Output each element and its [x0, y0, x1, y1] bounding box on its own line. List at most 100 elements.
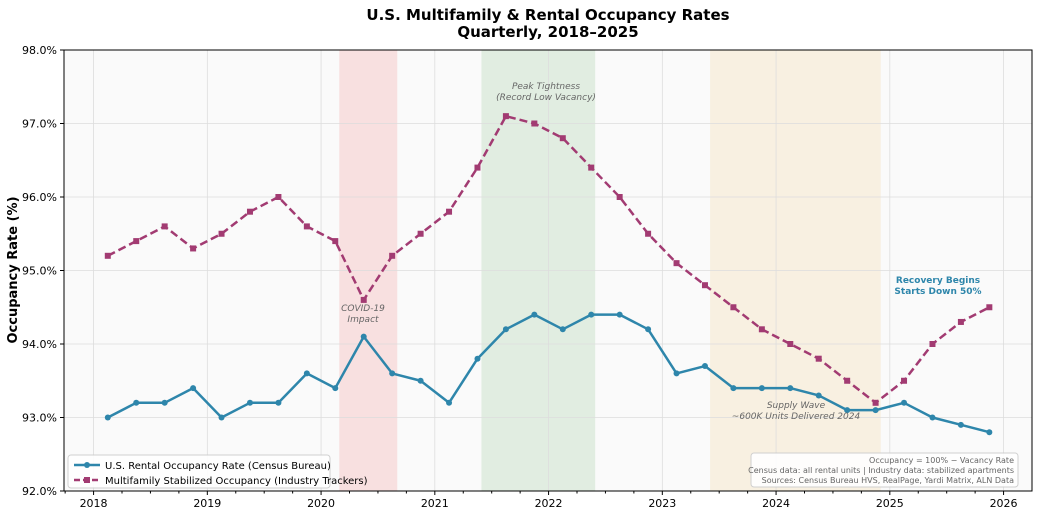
data-point [758, 385, 765, 392]
data-point [161, 223, 168, 230]
region-label: Impact [347, 315, 379, 325]
region-label: Supply Wave [767, 401, 826, 411]
data-point [332, 385, 339, 392]
x-tick-label: 2025 [876, 497, 904, 510]
data-point [389, 370, 396, 377]
x-tick-label: 2023 [648, 497, 676, 510]
note-line: Census data: all rental units | Industry… [748, 466, 1014, 475]
data-point [218, 414, 225, 421]
plot-frame [63, 49, 1033, 492]
recovery-annotation: Recovery Begins [896, 276, 980, 286]
chart-subtitle: Quarterly, 2018–2025 [457, 23, 638, 41]
data-point [957, 318, 964, 325]
data-point [303, 223, 310, 230]
legend-box [67, 454, 331, 489]
data-point [986, 429, 993, 436]
data-point [673, 370, 680, 377]
data-point [787, 385, 794, 392]
series-line-1 [107, 114, 990, 405]
note-box [750, 452, 1019, 488]
data-point [844, 377, 851, 384]
y-tick-label: 97.0% [22, 118, 57, 131]
data-point [730, 385, 737, 392]
y-tick-label: 93.0% [22, 412, 57, 425]
data-point [701, 282, 708, 289]
data-point [133, 238, 140, 245]
data-point [275, 194, 282, 200]
data-point [588, 164, 595, 171]
data-point [531, 311, 538, 318]
data-point [815, 355, 822, 362]
x-tick-label: 2024 [762, 497, 790, 510]
region-label: COVID-19 [341, 304, 385, 314]
data-point [787, 341, 794, 347]
chart-title: U.S. Multifamily & Rental Occupancy Rate… [366, 6, 729, 24]
data-point [190, 245, 197, 252]
data-point [815, 392, 822, 399]
x-tick-label: 2020 [307, 497, 335, 510]
data-point [502, 326, 509, 333]
data-point [332, 238, 339, 245]
data-point [701, 363, 708, 370]
region-label: (Record Low Vacancy) [496, 93, 596, 103]
data-point [389, 252, 396, 259]
recovery-annotation: Starts Down 50% [894, 287, 981, 297]
y-tick-label: 95.0% [22, 265, 57, 278]
data-point [104, 252, 111, 259]
region-label: ~600K Units Delivered 2024 [732, 412, 861, 422]
x-tick-label: 2026 [990, 497, 1018, 510]
data-point [446, 399, 453, 406]
data-point [246, 399, 253, 406]
data-point [474, 164, 481, 171]
data-point [957, 421, 964, 428]
data-point [446, 208, 453, 215]
y-tick-label: 98.0% [22, 44, 57, 57]
data-point [161, 399, 168, 406]
data-point [645, 326, 652, 333]
data-point [730, 304, 737, 311]
y-tick-label: 92.0% [22, 485, 57, 498]
data-point [474, 355, 481, 362]
data-point [616, 194, 623, 200]
x-tick-label: 2021 [421, 497, 449, 510]
data-point [360, 333, 367, 340]
data-point [986, 304, 993, 311]
data-point [559, 326, 566, 333]
data-point [616, 311, 623, 318]
data-point [901, 377, 908, 384]
data-point [872, 399, 879, 406]
data-point [758, 326, 765, 333]
data-point [190, 385, 197, 392]
series-line-0 [107, 313, 990, 434]
data-point [901, 399, 908, 406]
data-point [502, 113, 509, 120]
data-point [275, 399, 282, 406]
note-line: Sources: Census Bureau HVS, RealPage, Ya… [762, 476, 1014, 485]
data-point [246, 208, 253, 215]
legend-label: Multifamily Stabilized Occupancy (Indust… [105, 476, 368, 487]
data-point [417, 377, 424, 384]
data-point [872, 407, 879, 414]
data-point [360, 296, 367, 303]
data-point [844, 407, 851, 414]
data-point [104, 414, 111, 421]
y-axis-label: Occupancy Rate (%) [6, 196, 21, 343]
x-tick-label: 2019 [193, 497, 221, 510]
data-point [133, 399, 140, 406]
data-point [531, 120, 538, 127]
legend-label: U.S. Rental Occupancy Rate (Census Burea… [105, 461, 331, 472]
data-point [559, 135, 566, 142]
region-label: Peak Tightness [512, 82, 580, 92]
data-point [588, 311, 595, 318]
legend-marker [84, 462, 90, 468]
note-line: Occupancy = 100% − Vacancy Rate [869, 456, 1014, 465]
x-tick-label: 2018 [80, 497, 108, 510]
data-point [645, 230, 652, 237]
data-point [929, 414, 936, 421]
y-tick-label: 94.0% [22, 338, 57, 351]
data-point [218, 230, 225, 237]
data-point [673, 260, 680, 267]
data-point [929, 341, 936, 347]
